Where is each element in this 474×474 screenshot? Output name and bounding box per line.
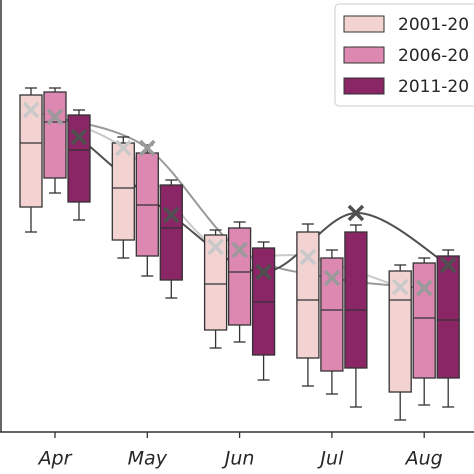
legend: 2001-20 2006-20 2011-20 [334, 3, 474, 107]
box [159, 184, 183, 281]
legend-label: 2001-20 [398, 15, 469, 35]
box [111, 142, 135, 241]
mean-marker [323, 269, 341, 287]
legend-label: 2011-20 [398, 77, 469, 97]
box [436, 255, 460, 379]
x-tick-label: Jun [221, 448, 255, 470]
mean-marker [299, 248, 317, 266]
box [227, 227, 252, 326]
x-tick-label: Aug [404, 448, 443, 470]
mean-marker [391, 278, 409, 296]
mean-marker [139, 139, 156, 157]
box [67, 114, 91, 203]
box [203, 234, 228, 331]
x-tick-label: Apr [37, 448, 73, 470]
mean-marker [415, 279, 433, 297]
box [388, 270, 412, 393]
mean-marker [70, 128, 88, 146]
legend-swatch [343, 46, 385, 64]
box [412, 262, 436, 379]
x-tick-label: May [128, 448, 168, 470]
box [43, 91, 67, 179]
mean-marker [347, 204, 365, 222]
mean-marker [207, 238, 224, 256]
mean-marker [439, 256, 457, 274]
mean-marker [22, 101, 40, 119]
legend-swatch [343, 15, 385, 33]
mean-marker [231, 241, 248, 259]
mean-marker [115, 139, 132, 157]
mean-marker [163, 206, 180, 224]
legend-label: 2006-20 [398, 46, 469, 66]
box [344, 231, 368, 369]
x-tick-label: Jul [316, 448, 344, 470]
legend-swatch [343, 77, 385, 95]
mean-marker [46, 108, 64, 126]
box [19, 94, 43, 208]
mean-marker [255, 263, 272, 281]
box [320, 257, 344, 372]
